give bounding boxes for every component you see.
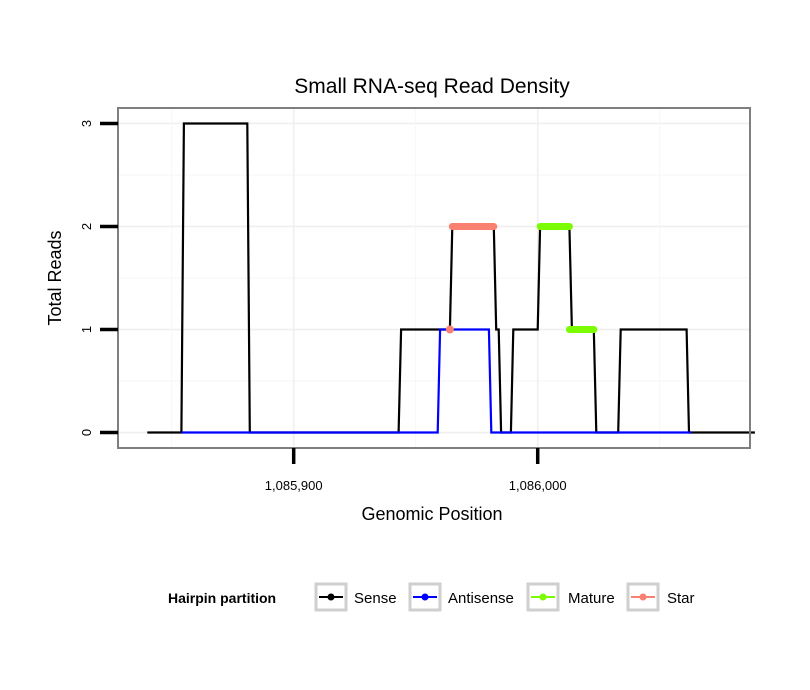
legend-label-sense: Sense xyxy=(354,590,397,607)
x-axis-title: Genomic Position xyxy=(361,504,502,524)
y-axis: 0 1 2 3 xyxy=(79,120,118,436)
y-axis-title: Total Reads xyxy=(45,230,65,325)
y-tick-label: 1 xyxy=(79,326,94,333)
chart-title: Small RNA-seq Read Density xyxy=(294,75,570,98)
y-tick-label: 2 xyxy=(79,223,94,230)
legend-key-mature-dot xyxy=(539,593,547,601)
legend: Hairpin partition Sense Antisense Mature St… xyxy=(168,582,695,612)
legend-title: Hairpin partition xyxy=(168,590,276,606)
y-tick-label: 0 xyxy=(79,429,94,436)
legend-label-star: Star xyxy=(667,590,695,607)
legend-label-mature: Mature xyxy=(568,590,615,607)
y-tick-label: 3 xyxy=(79,120,94,127)
legend-key-antisense-dot xyxy=(421,593,429,601)
legend-key-sense-dot xyxy=(327,593,335,601)
x-tick-label: 1,086,000 xyxy=(509,478,567,493)
plot-border xyxy=(117,107,751,449)
x-axis: 1,085,900 1,086,000 xyxy=(265,448,567,493)
series-layer xyxy=(147,122,755,434)
series-star-point xyxy=(445,325,454,334)
x-tick-label: 1,085,900 xyxy=(265,478,323,493)
legend-key-star-dot xyxy=(639,593,647,601)
legend-label-antisense: Antisense xyxy=(448,590,514,607)
series-antisense-line xyxy=(181,328,692,434)
